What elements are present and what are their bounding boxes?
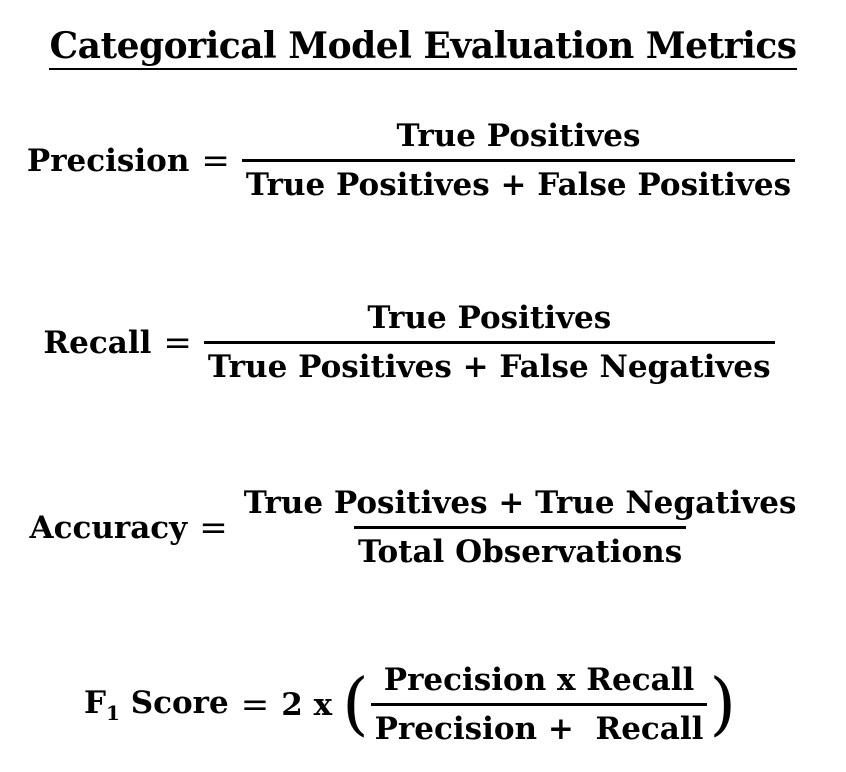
equals-sign: = [201, 140, 230, 181]
f1-numerator: Precision x Recall [383, 662, 695, 698]
equals-sign: = [240, 684, 270, 725]
accuracy-label: Accuracy [29, 509, 188, 546]
page-title: Categorical Model Evaluation Metrics [0, 20, 846, 72]
precision-formula: Precision = True Positives True Positive… [0, 116, 834, 205]
right-parenthesis: ) [709, 664, 736, 744]
accuracy-fraction: True Positives + True Negatives Total Ob… [240, 483, 801, 572]
title-text: Categorical Model Evaluation Metrics [49, 25, 797, 70]
equals-sign: = [199, 507, 228, 548]
precision-fraction: True Positives True Positives + False Po… [241, 116, 796, 205]
f1-formula: F1 Score = 2 x ( Precision x Recall Prec… [0, 660, 834, 749]
f1-score-word: Score [119, 684, 229, 721]
recall-denominator: True Positives + False Negatives [203, 341, 775, 387]
left-parenthesis: ( [342, 664, 369, 744]
f1-label: F1 Score [84, 685, 229, 725]
accuracy-denominator: Total Observations [353, 526, 687, 572]
recall-fraction: True Positives True Positives + False Ne… [203, 298, 775, 387]
recall-formula: Recall = True Positives True Positives +… [0, 298, 832, 387]
f1-coefficient: 2 x [281, 686, 333, 723]
accuracy-numerator: True Positives + True Negatives [243, 485, 797, 521]
accuracy-formula: Accuracy = True Positives + True Negativ… [0, 483, 838, 572]
recall-label: Recall [43, 324, 152, 361]
f1-fraction: Precision x Recall Precision + Recall [370, 660, 708, 749]
f1-subscript: 1 [106, 700, 120, 725]
f1-denominator: Precision + Recall [370, 703, 708, 749]
recall-numerator: True Positives [367, 300, 612, 336]
precision-denominator: True Positives + False Positives [241, 159, 796, 205]
equals-sign: = [163, 322, 192, 363]
f1-letter: F [84, 684, 107, 721]
precision-numerator: True Positives [396, 118, 641, 154]
precision-label: Precision [26, 142, 190, 179]
